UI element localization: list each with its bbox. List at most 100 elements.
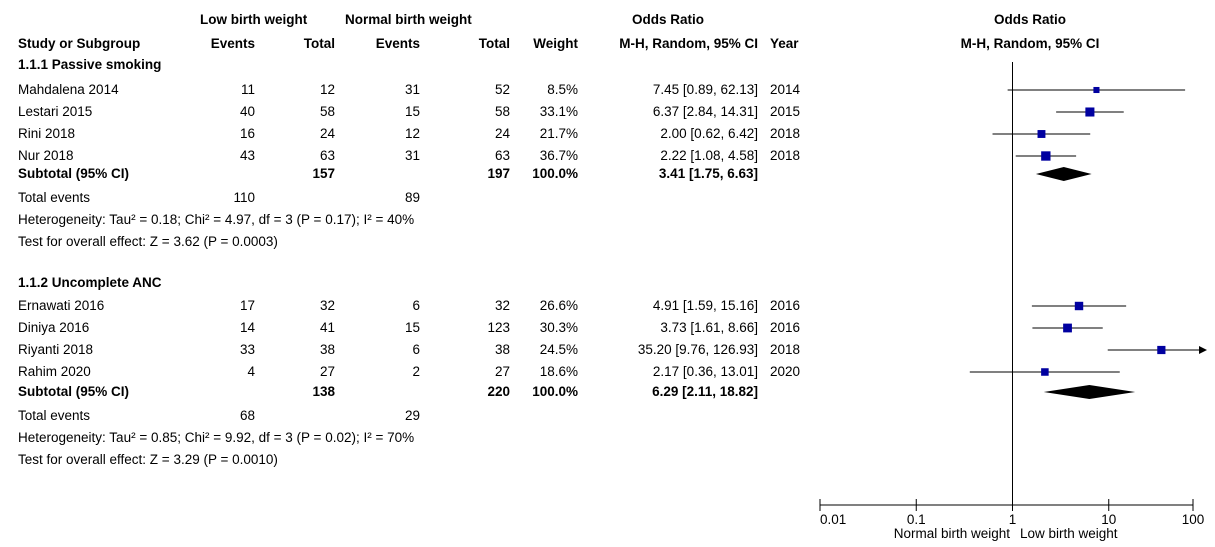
study-marker: [1093, 86, 1100, 94]
total2: 58: [494, 104, 510, 119]
total2: 123: [487, 320, 510, 335]
x-tick-label: 0.1: [907, 512, 926, 527]
subgroup-title: 1.1.2 Uncomplete ANC: [18, 275, 162, 290]
study-marker: [1041, 368, 1049, 376]
ci-arrow: [1199, 346, 1207, 354]
odds-ratio-ci: 2.17 [0.36, 13.01]: [652, 364, 758, 379]
weight: 18.6%: [539, 364, 578, 379]
x-tick-label: 10: [1101, 512, 1116, 527]
study-name: Rini 2018: [18, 126, 76, 141]
events1: 14: [239, 320, 255, 335]
events2: 15: [404, 320, 420, 335]
weight: 36.7%: [539, 148, 578, 163]
weight: 26.6%: [539, 298, 578, 313]
odds-ratio-ci: 3.73 [1.61, 8.66]: [660, 320, 758, 335]
year: 2018: [770, 342, 801, 357]
odds-ratio-ci: 2.00 [0.62, 6.42]: [660, 126, 758, 141]
subtotal-ci: 3.41 [1.75, 6.63]: [658, 166, 758, 181]
plot-method: M-H, Random, 95% CI: [960, 36, 1100, 51]
odds-ratio-ci: 35.20 [9.76, 126.93]: [637, 342, 758, 357]
events1: 40: [239, 104, 255, 119]
subtotal-diamond: [1043, 385, 1136, 399]
total-events-label: Total events: [18, 408, 91, 423]
plot-title: Odds Ratio: [993, 12, 1066, 27]
year: 2018: [770, 148, 801, 163]
study-marker: [1063, 323, 1072, 333]
odds-ratio-ci: 7.45 [0.89, 62.13]: [652, 82, 758, 97]
events2: 31: [404, 148, 420, 163]
total2: 38: [494, 342, 510, 357]
events1: 43: [239, 148, 255, 163]
subtotal-total1: 157: [312, 166, 335, 181]
total2: 63: [494, 148, 510, 163]
year: 2020: [770, 364, 801, 379]
total1: 24: [319, 126, 335, 141]
total-events2: 89: [404, 190, 420, 205]
study-marker: [1074, 301, 1084, 311]
events2: 12: [404, 126, 420, 141]
total1: 58: [319, 104, 335, 119]
year: 2016: [770, 298, 801, 313]
odds-ratio-ci: 4.91 [1.59, 15.16]: [652, 298, 758, 313]
study-name: Mahdalena 2014: [18, 82, 119, 97]
subtotal-weight: 100.0%: [532, 384, 578, 399]
group2-header: Normal birth weight: [345, 12, 472, 27]
events1: 33: [239, 342, 255, 357]
col-events1: Events: [210, 36, 255, 51]
weight: 30.3%: [539, 320, 578, 335]
events2: 31: [404, 82, 420, 97]
odds-ratio-ci: 6.37 [2.84, 14.31]: [652, 104, 758, 119]
study-name: Lestari 2015: [18, 104, 93, 119]
study-marker: [1037, 130, 1046, 138]
year: 2016: [770, 320, 801, 335]
total2: 52: [494, 82, 510, 97]
total-events1: 68: [239, 408, 255, 423]
study-marker: [1085, 107, 1095, 117]
subgroup-title: 1.1.1 Passive smoking: [18, 57, 162, 72]
study-name: Riyanti 2018: [18, 342, 94, 357]
study-name: Diniya 2016: [18, 320, 90, 335]
year: 2015: [770, 104, 801, 119]
year: 2018: [770, 126, 801, 141]
events2: 15: [404, 104, 420, 119]
col-total1: Total: [303, 36, 335, 51]
weight: 33.1%: [539, 104, 578, 119]
subtotal-total2: 220: [487, 384, 510, 399]
total1: 12: [319, 82, 335, 97]
heterogeneity-text: Heterogeneity: Tau² = 0.18; Chi² = 4.97,…: [18, 212, 415, 227]
subtotal-label: Subtotal (95% CI): [18, 166, 130, 181]
col-total2: Total: [478, 36, 510, 51]
subtotal-ci: 6.29 [2.11, 18.82]: [652, 384, 758, 399]
events1: 4: [247, 364, 255, 379]
study-name: Rahim 2020: [18, 364, 91, 379]
total1: 27: [319, 364, 335, 379]
group1-header: Low birth weight: [200, 12, 308, 27]
overall-effect-text: Test for overall effect: Z = 3.62 (P = 0…: [18, 234, 278, 249]
x-tick-label: 1: [1009, 512, 1017, 527]
subtotal-total1: 138: [312, 384, 335, 399]
events1: 11: [240, 82, 255, 97]
heterogeneity-text: Heterogeneity: Tau² = 0.85; Chi² = 9.92,…: [18, 430, 415, 445]
year: 2014: [770, 82, 801, 97]
total-events1: 110: [233, 190, 255, 205]
events1: 16: [239, 126, 255, 141]
subtotal-weight: 100.0%: [532, 166, 578, 181]
col-year: Year: [770, 36, 799, 51]
total1: 32: [319, 298, 335, 313]
subtotal-diamond: [1035, 167, 1092, 181]
events2: 2: [412, 364, 420, 379]
odds-ratio-ci: 2.22 [1.08, 4.58]: [660, 148, 758, 163]
total-events-label: Total events: [18, 190, 91, 205]
xlabel-left: Normal birth weight: [893, 526, 1010, 541]
study-marker: [1041, 151, 1051, 161]
total2: 32: [494, 298, 510, 313]
x-tick-label: 100: [1182, 512, 1205, 527]
events2: 6: [412, 298, 420, 313]
col-events2: Events: [375, 36, 420, 51]
subtotal-total2: 197: [487, 166, 510, 181]
total1: 41: [319, 320, 335, 335]
col-method: M-H, Random, 95% CI: [619, 36, 758, 51]
xlabel-right: Low birth weight: [1020, 526, 1118, 541]
total2: 27: [494, 364, 510, 379]
